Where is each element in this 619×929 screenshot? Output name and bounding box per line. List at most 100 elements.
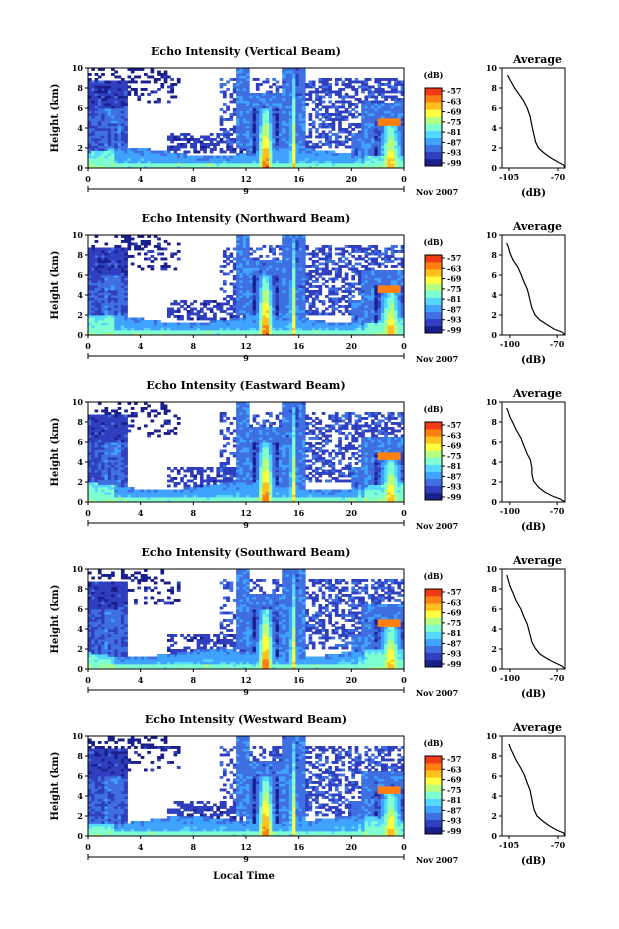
heatmap-cell <box>114 327 119 331</box>
heatmap-cell <box>252 93 257 96</box>
heatmap-cell <box>341 305 346 308</box>
heatmap-cell <box>107 125 112 129</box>
heatmap-cell <box>344 327 349 331</box>
heatmap-cell <box>282 85 286 89</box>
heatmap-cell <box>242 332 247 336</box>
heatmap-cell <box>305 83 309 86</box>
heatmap-cell <box>318 262 323 266</box>
heatmap-cell <box>374 133 379 136</box>
heatmap-cell <box>377 285 382 288</box>
heatmap-cell <box>295 75 300 79</box>
heatmap-cell <box>387 103 392 106</box>
heatmap-cell <box>275 312 280 316</box>
heatmap-cell <box>107 312 112 316</box>
heatmap-cell <box>292 277 296 281</box>
heatmap-cell <box>380 280 385 283</box>
heatmap-cell <box>331 90 336 94</box>
heatmap-cell <box>213 143 217 146</box>
colorbar-swatch <box>425 95 442 103</box>
heatmap-cell <box>318 155 323 159</box>
heatmap-cell <box>321 270 326 273</box>
heatmap-cell <box>394 265 398 268</box>
heatmap-cell <box>124 275 128 278</box>
heatmap-cell <box>193 325 198 328</box>
heatmap-cell <box>364 155 369 159</box>
heatmap-cell <box>239 295 244 298</box>
heatmap-cell <box>367 133 372 136</box>
heatmap-cell <box>246 275 250 278</box>
heatmap-cell <box>371 100 375 104</box>
heatmap-cell <box>249 285 253 288</box>
heatmap-cell <box>384 150 388 154</box>
heatmap-cell <box>344 95 349 99</box>
heatmap-cell <box>242 158 247 161</box>
heatmap-cell <box>219 83 224 86</box>
heatmap-cell <box>117 75 122 79</box>
heatmap-cell <box>236 83 240 86</box>
heatmap-cell <box>305 317 309 321</box>
heatmap-cell <box>351 135 356 139</box>
heatmap-cell <box>150 150 155 154</box>
heatmap-cell <box>387 83 392 86</box>
heatmap-cell <box>134 158 138 161</box>
heatmap-cell <box>101 108 105 111</box>
heatmap-cell <box>262 143 267 146</box>
heatmap-cell <box>390 163 395 166</box>
heatmap-cell <box>91 300 95 303</box>
heatmap-cell <box>301 113 306 116</box>
heatmap-cell <box>199 327 204 331</box>
heatmap-cell <box>255 95 260 99</box>
heatmap-cell <box>278 310 283 313</box>
heatmap-cell <box>255 277 260 281</box>
heatmap-cell <box>157 98 161 101</box>
heatmap-cell <box>298 275 303 278</box>
heatmap-cell <box>269 267 273 271</box>
heatmap-cell <box>305 332 309 336</box>
heatmap-cell <box>325 78 329 81</box>
heatmap-cell <box>351 95 356 99</box>
heatmap-cell <box>246 277 250 281</box>
heatmap-cell <box>265 265 270 268</box>
heatmap-cell <box>377 270 382 273</box>
heatmap-cell <box>285 315 290 318</box>
heatmap-cell <box>120 78 125 81</box>
colorbar-swatch <box>425 102 442 110</box>
heatmap-cell <box>157 237 161 241</box>
heatmap-cell <box>104 310 109 313</box>
heatmap-cell <box>252 260 257 263</box>
heatmap-cell <box>180 165 184 169</box>
heatmap-cell <box>167 90 171 94</box>
heatmap-cell <box>269 85 273 89</box>
heatmap-cell <box>180 133 184 136</box>
heatmap-cell <box>295 260 300 263</box>
heatmap-cell <box>334 140 339 144</box>
heatmap-cell <box>298 237 303 241</box>
heatmap-cell <box>387 160 392 164</box>
heatmap-cell <box>275 118 280 121</box>
heatmap-cell <box>236 307 240 311</box>
heatmap-cell <box>107 163 112 166</box>
heatmap-cell <box>97 93 102 96</box>
heatmap-cell <box>120 252 125 256</box>
heatmap-cell <box>206 330 211 333</box>
heatmap-cell <box>157 320 161 323</box>
heatmap-cell <box>384 312 388 316</box>
heatmap-cell <box>88 332 92 336</box>
heatmap-cell <box>222 133 227 136</box>
heatmap-cell <box>97 332 102 336</box>
heatmap-cell <box>288 163 293 166</box>
x-tick-label: 20 <box>346 174 358 184</box>
heatmap-cell <box>380 270 385 273</box>
heatmap-cell <box>186 155 191 159</box>
heatmap-cell <box>117 113 122 116</box>
heatmap-cell <box>301 270 306 273</box>
heatmap-cell <box>140 322 145 326</box>
heatmap-cell <box>374 108 379 111</box>
heatmap-cell <box>325 143 329 146</box>
heatmap-cell <box>94 150 99 154</box>
heatmap-cell <box>390 150 395 154</box>
heatmap-cell <box>361 315 365 318</box>
heatmap-cell <box>374 78 379 81</box>
heatmap-cell <box>203 305 207 308</box>
heatmap-cell <box>229 155 234 159</box>
